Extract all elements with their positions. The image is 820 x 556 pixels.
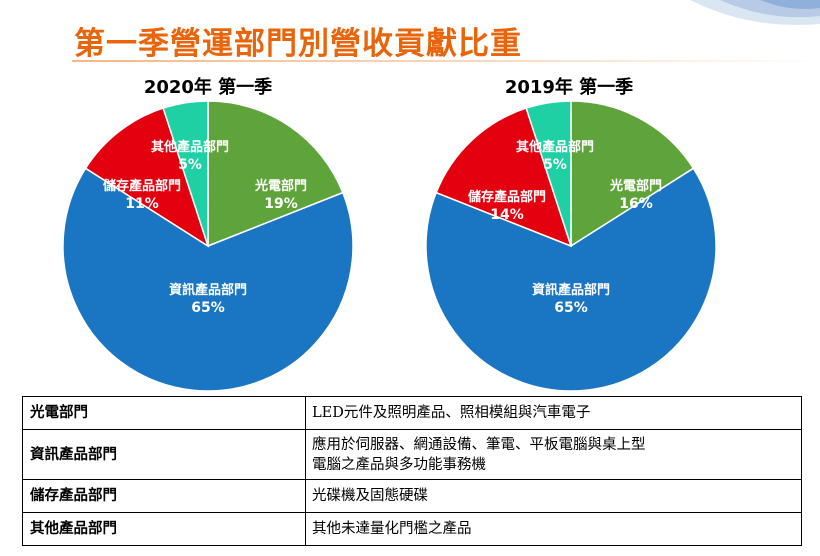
description-line: 光碟機及固態硬碟 [312,488,428,504]
slice-value-1-2: 14% [490,207,524,223]
table-row: 資訊產品部門 應用於伺服器、網通設備、筆電、平板電腦與桌上型 電腦之產品與多功能事務… [22,429,802,480]
slice-value-0-1: 65% [191,300,225,316]
title-rule [72,60,820,62]
department-name: 光電部門 [22,396,306,430]
pie-chart-2020: 光電部門 19% 資訊產品部門 65% 儲存產品部門 11% 其他產品部門 5% [62,100,354,392]
department-description: LED元件及照明產品、照相模組與汽車電子 [305,396,802,430]
chart-title-2019: 2019年 第一季 [504,77,634,98]
slice-label-0-1: 資訊產品部門 [169,282,247,298]
description-line: 電腦之產品與多功能事務機 [312,456,486,473]
department-description: 其他未達量化門檻之產品 [305,512,802,546]
pie-slice-1-0 [570,100,695,248]
pie-slice-0-0 [207,100,344,248]
pie-slice-0-1 [62,167,354,392]
department-description: 光碟機及固態硬碟 [305,479,802,513]
slice-value-1-3: 5% [543,157,567,173]
pie-slice-1-1 [425,167,717,392]
pie-slice-0-3 [162,100,209,247]
table-row: 光電部門 LED元件及照明產品、照相模組與汽車電子 [22,396,802,430]
department-name: 儲存產品部門 [22,479,306,513]
slice-label-0-0: 光電部門 [254,178,307,194]
chart-title-2020: 2020年 第一季 [143,77,273,98]
department-description: 應用於伺服器、網通設備、筆電、平板電腦與桌上型 電腦之產品與多功能事務機 [305,429,802,480]
slice-value-0-0: 19% [264,196,298,212]
slice-label-1-1: 資訊產品部門 [532,282,610,298]
department-table: 光電部門 LED元件及照明產品、照相模組與汽車電子 資訊產品部門 應用於伺服器、網通設… [22,396,802,546]
table-row: 儲存產品部門 光碟機及固態硬碟 [22,479,802,513]
table-row: 其他產品部門 其他未達量化門檻之產品 [22,512,802,546]
slice-label-1-3: 其他產品部門 [516,139,594,155]
corner-swoosh-decoration [690,0,820,25]
description-line: 應用於伺服器、網通設備、筆電、平板電腦與桌上型 [312,436,646,453]
department-name: 資訊產品部門 [22,429,306,480]
pie-slice-0-2 [84,107,210,248]
slice-label-0-2: 儲存產品部門 [102,178,181,194]
description-line: LED元件及照明產品、照相模組與汽車電子 [312,405,591,421]
pie-charts: 光電部門 19% 資訊產品部門 65% 儲存產品部門 11% 其他產品部門 5% 光電部門 16… [62,100,717,392]
slice-value-0-2: 11% [125,196,159,212]
slice-value-0-3: 5% [178,157,202,173]
pie-chart-2019: 光電部門 16% 資訊產品部門 65% 儲存產品部門 14% 其他產品部門 5% [425,100,717,392]
slice-value-1-1: 65% [554,300,588,316]
slice-label-1-2: 儲存產品部門 [467,189,546,205]
department-name: 其他產品部門 [22,512,306,546]
description-line: 其他未達量化門檻之產品 [312,521,472,537]
slice-label-1-0: 光電部門 [609,178,662,194]
page-title: 第一季營運部門別營收貢獻比重 [74,26,522,62]
slice-value-1-0: 16% [619,196,653,212]
pie-slice-1-3 [525,100,572,247]
slice-label-0-3: 其他產品部門 [151,139,229,155]
